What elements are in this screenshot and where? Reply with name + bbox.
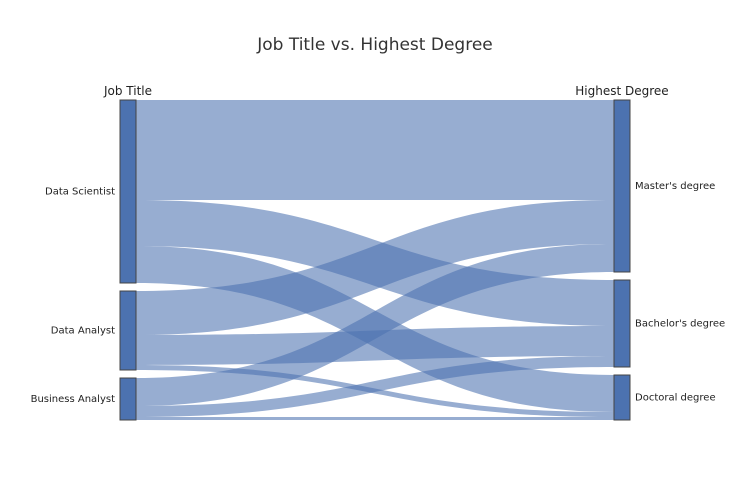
- flow-link: [136, 356, 614, 417]
- node-data-scientist[interactable]: [119, 99, 137, 284]
- flow-link: [136, 200, 614, 335]
- node-label-data-analyst: Data Analyst: [51, 326, 115, 337]
- node-label-business-analyst: Business Analyst: [31, 394, 115, 405]
- flow-link: [136, 244, 614, 406]
- node-doctoral-degree[interactable]: [613, 374, 631, 421]
- flow-link: [136, 417, 614, 420]
- node-label-master-s-degree: Master's degree: [635, 181, 715, 192]
- flow-link: [136, 326, 614, 365]
- node-data-analyst[interactable]: [119, 290, 137, 371]
- chart-title: Job Title vs. Highest Degree: [256, 35, 493, 55]
- category-nodes: [119, 99, 631, 421]
- node-label-bachelor-s-degree: Bachelor's degree: [635, 319, 725, 330]
- dimension-label-highest-degree: Highest Degree: [575, 84, 668, 98]
- node-bachelor-s-degree[interactable]: [613, 279, 631, 368]
- node-label-doctoral-degree: Doctoral degree: [635, 393, 716, 404]
- node-business-analyst[interactable]: [119, 377, 137, 421]
- flow-link: [136, 100, 614, 200]
- node-master-s-degree[interactable]: [613, 99, 631, 273]
- dimension-label-job-title: Job Title: [103, 84, 152, 98]
- node-label-data-scientist: Data Scientist: [45, 187, 115, 198]
- flow-links: [136, 100, 614, 420]
- category-labels: Data Scientist Data Analyst Business Analy…: [31, 181, 726, 405]
